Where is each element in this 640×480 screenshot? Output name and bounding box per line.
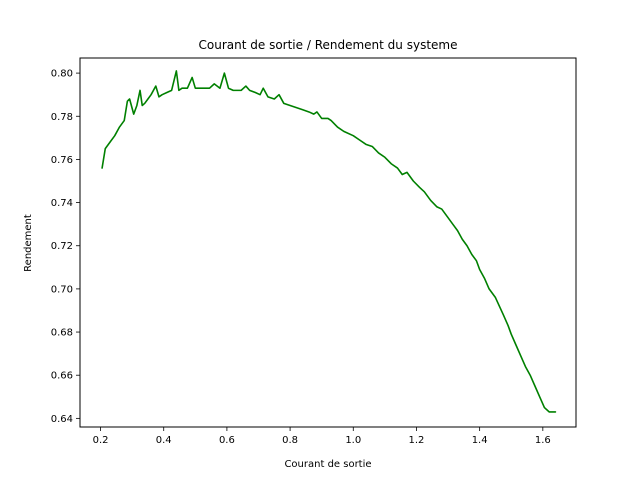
plot-area: [101, 70, 557, 413]
y-tick-label: 0.74: [51, 198, 73, 209]
x-axis: 0.2 0.4 0.6 0.8 1.0 1.2 1.4 1.6: [93, 427, 551, 446]
y-tick-label: 0.72: [51, 241, 73, 252]
axes-frame: [79, 57, 577, 428]
y-tick-label: 0.76: [51, 155, 73, 166]
x-tick-label: 0.2: [93, 435, 109, 446]
x-tick-label: 1.2: [409, 435, 425, 446]
y-tick-label: 0.68: [51, 328, 73, 339]
y-tick-label: 0.64: [51, 414, 73, 425]
x-tick-label: 1.6: [535, 435, 551, 446]
y-tick-label: 0.78: [51, 112, 73, 123]
y-tick-label: 0.80: [51, 69, 73, 80]
x-tick-label: 0.6: [219, 435, 235, 446]
series-line: [101, 70, 557, 413]
y-axis: 0.64 0.66 0.68 0.70 0.72 0.74 0.76 0.78 0.80: [51, 69, 80, 425]
x-tick-label: 0.4: [156, 435, 172, 446]
y-tick-label: 0.70: [51, 284, 73, 295]
y-tick-label: 0.66: [51, 371, 73, 382]
chart-title: Courant de sortie / Rendement du systeme: [199, 38, 458, 52]
y-axis-label: Rendement: [23, 214, 34, 272]
x-tick-label: 1.0: [345, 435, 361, 446]
x-tick-label: 0.8: [282, 435, 298, 446]
x-tick-label: 1.4: [472, 435, 488, 446]
x-axis-label: Courant de sortie: [284, 459, 371, 470]
